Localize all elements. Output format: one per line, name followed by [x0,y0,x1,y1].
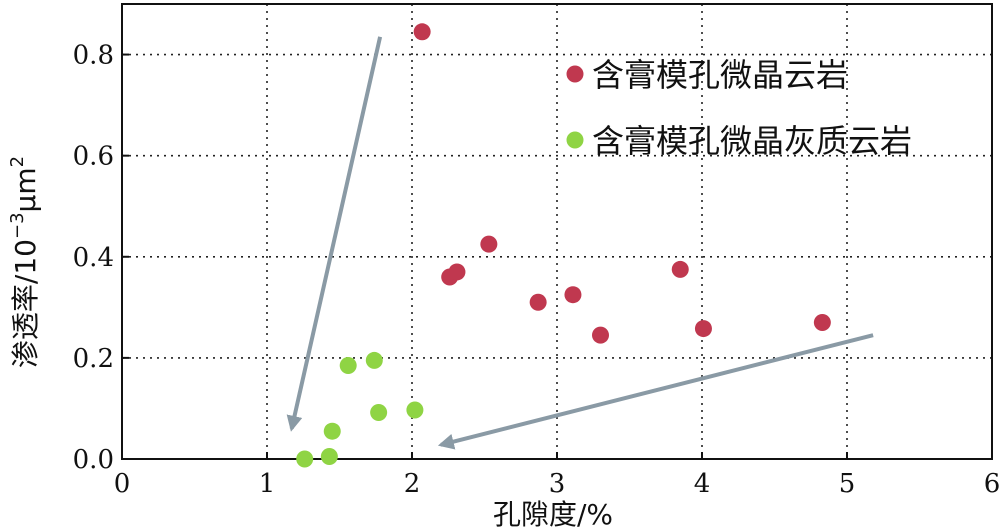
x-tick-label: 6 [984,469,1000,499]
point-dolomite [813,314,831,331]
y-tick-label: 0.6 [73,142,114,172]
point-dolomite [413,23,431,41]
point-calcareous-dolomite [296,450,314,468]
trend-arrow [286,36,383,432]
y-tick-label: 0.0 [73,445,114,475]
x-tick-label: 0 [114,469,131,499]
y-axis-label: 渗透率/10−3μm2 [7,156,42,368]
legend-label: 含膏模孔微晶云岩 [592,56,848,94]
x-tick-label: 5 [839,469,856,499]
x-tick-label: 1 [259,469,276,499]
y-axis-label-main: 渗透率/10 [9,239,42,368]
point-calcareous-dolomite [339,356,357,374]
legend-marker [566,131,584,149]
annotation-arrows [286,36,874,450]
x-tick-label: 3 [549,469,566,499]
point-dolomite [448,263,466,281]
point-calcareous-dolomite [323,422,341,440]
x-tick-label: 2 [404,469,421,499]
legend-marker [566,65,584,83]
y-axis-label-exp: −3 [7,212,28,239]
x-axis-ticks: 0 1 2 3 4 5 6 [114,452,1000,499]
y-axis-label-unit: μm [9,167,42,212]
point-calcareous-dolomite [365,351,383,369]
point-dolomite [529,293,547,311]
point-calcareous-dolomite [320,447,338,465]
y-axis-label-unit-exp: 2 [7,156,28,167]
y-tick-label: 0.8 [73,41,114,71]
y-axis-ticks: 0.0 0.2 0.4 0.6 0.8 [73,41,129,475]
x-axis-label: 孔隙度/% [493,498,613,529]
data-points [296,23,831,468]
x-tick-label: 4 [694,469,711,499]
legend-label: 含膏模孔微晶灰质云岩 [592,122,912,160]
point-calcareous-dolomite [406,401,424,419]
point-calcareous-dolomite [370,403,388,421]
point-dolomite [564,286,582,304]
point-dolomite [671,260,689,278]
point-dolomite [480,235,498,253]
point-dolomite [694,320,712,338]
y-tick-label: 0.2 [73,344,114,374]
point-dolomite [592,326,609,344]
grid [122,4,992,459]
y-tick-label: 0.4 [73,243,114,273]
trend-arrow [437,333,874,450]
